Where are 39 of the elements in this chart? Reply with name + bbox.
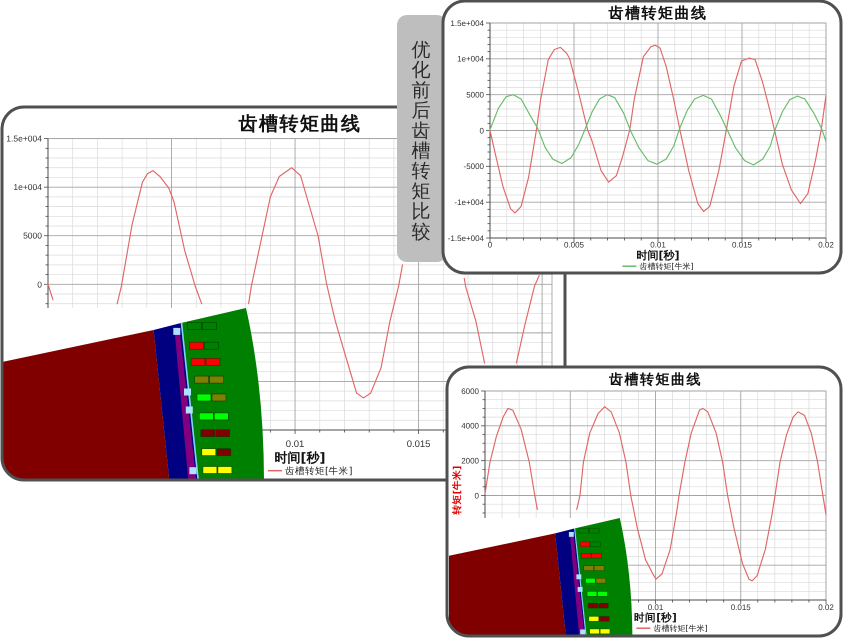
x-axis-title: 时间[秒] (274, 451, 326, 466)
legend-label: 齿槽转矩[牛米] (285, 465, 352, 477)
y-axis-title: 转矩[牛米] (451, 466, 463, 516)
y-tick-label: 5000 (23, 230, 42, 241)
chart-title: 优化前后齿槽转矩比较 (412, 39, 430, 243)
chart-title: 齿槽转矩曲线 (608, 372, 702, 388)
y-tick-label: 5000 (466, 90, 485, 100)
chart-title: 齿槽转矩曲线 (608, 4, 708, 22)
x-tick-label: 0.02 (818, 603, 834, 612)
x-tick-label: 0.01 (286, 439, 304, 450)
legend-label: 齿槽转矩[牛米] (639, 262, 694, 271)
y-tick-label: 2000 (461, 456, 480, 466)
legend-label: 齿槽转矩[牛米] (653, 624, 708, 633)
y-tick-label: 1.5e+004 (6, 134, 42, 144)
y-tick-label: 0 (474, 491, 480, 500)
x-tick-label: 0.01 (648, 603, 664, 612)
y-tick-label: -1.5e+004 (448, 234, 485, 243)
y-tick-label: 0 (37, 279, 42, 290)
x-tick-label: 0.015 (730, 603, 752, 612)
legend: 齿槽转矩[牛米] (268, 466, 352, 477)
x-axis-title: 时间[秒] (636, 249, 680, 262)
x-tick-label: 0.02 (818, 240, 834, 250)
x-tick-label: 0.01 (650, 240, 666, 250)
x-tick-label: 0.005 (564, 240, 585, 250)
legend: 齿槽转矩[牛米] (622, 262, 694, 271)
legend: 齿槽转矩[牛米] (636, 624, 708, 633)
y-tick-label: 0 (480, 126, 485, 136)
x-axis-title: 时间[秒] (634, 611, 677, 624)
y-tick-label: 1e+004 (457, 54, 485, 64)
y-tick-label: 6000 (461, 386, 480, 396)
chart-title: 齿槽转矩曲线 (238, 113, 362, 135)
y-tick-label: -1e+004 (454, 198, 485, 207)
y-tick-label: 1.5e+004 (450, 18, 485, 28)
y-tick-label: 4000 (461, 422, 480, 431)
x-tick-label: 0 (488, 240, 493, 250)
y-tick-label: 1e+004 (13, 182, 42, 192)
x-tick-label: 0.015 (732, 240, 753, 250)
y-tick-label: -5000 (464, 162, 485, 172)
x-tick-label: 0.015 (406, 439, 430, 450)
